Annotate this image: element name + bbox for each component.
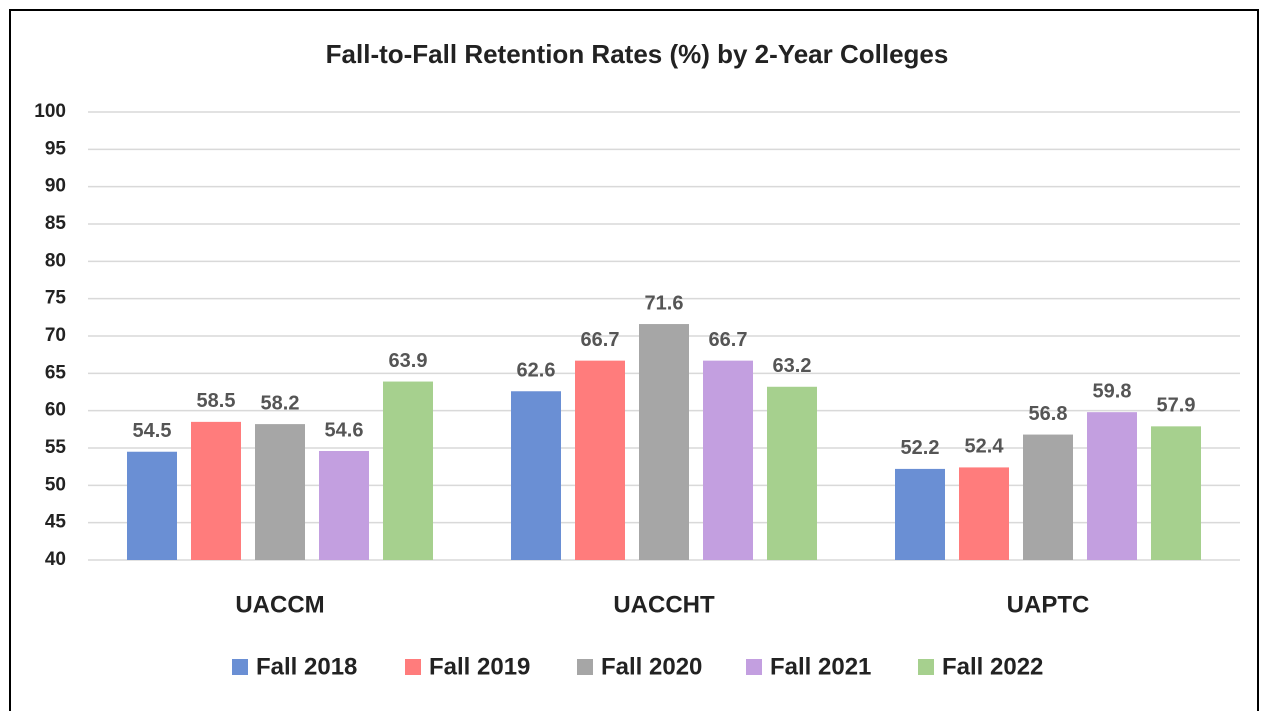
data-label: 71.6 [645,292,684,314]
y-tick-label: 50 [45,474,66,495]
legend-swatch [232,659,248,675]
bar [1151,426,1201,560]
bar [1023,434,1073,560]
data-label: 57.9 [1157,395,1196,417]
x-tick-label: UAPTC [1007,591,1090,618]
chart-title: Fall-to-Fall Retention Rates (%) by 2-Ye… [326,39,949,69]
y-tick-label: 65 [45,362,67,383]
y-tick-label: 85 [45,213,67,234]
bar [895,468,945,560]
data-label: 66.7 [709,329,748,351]
bar [383,381,433,560]
y-tick-label: 55 [45,437,67,458]
legend-swatch [918,659,934,675]
data-label: 62.6 [517,360,556,382]
y-tick-label: 95 [45,138,67,159]
data-label: 59.8 [1093,380,1132,402]
y-tick-label: 60 [45,400,66,421]
data-label: 52.2 [901,437,940,459]
y-tick-label: 70 [45,325,66,346]
bar [255,424,305,560]
data-label: 56.8 [1029,403,1068,425]
bar [959,467,1009,560]
data-label: 54.5 [133,420,172,442]
legend-swatch [577,659,593,675]
bar [767,386,817,560]
bar [1087,412,1137,560]
data-label: 58.5 [197,390,236,412]
y-tick-label: 100 [34,101,66,122]
legend-label: Fall 2022 [942,653,1043,680]
legend-label: Fall 2021 [770,653,871,680]
chart-border [9,9,1259,716]
data-label: 54.6 [325,419,364,441]
legend-swatch [746,659,762,675]
x-tick-label: UACCM [235,591,324,618]
y-tick-label: 40 [45,549,66,570]
bar [319,450,369,560]
data-label: 63.9 [389,350,428,372]
bar [639,324,689,560]
y-tick-label: 90 [45,176,66,197]
y-tick-label: 80 [45,250,66,271]
bar [575,360,625,560]
bar [191,421,241,560]
data-label: 66.7 [581,329,620,351]
legend-label: Fall 2019 [429,653,530,680]
legend-label: Fall 2020 [601,653,702,680]
legend-swatch [405,659,421,675]
bar [511,391,561,560]
data-label: 52.4 [965,436,1005,458]
y-tick-label: 45 [45,512,67,533]
bar [127,451,177,560]
legend-label: Fall 2018 [256,653,357,680]
y-tick-label: 75 [45,288,67,309]
data-label: 63.2 [773,355,812,377]
bar [703,360,753,560]
data-label: 58.2 [261,392,300,414]
x-tick-label: UACCHT [613,591,715,618]
